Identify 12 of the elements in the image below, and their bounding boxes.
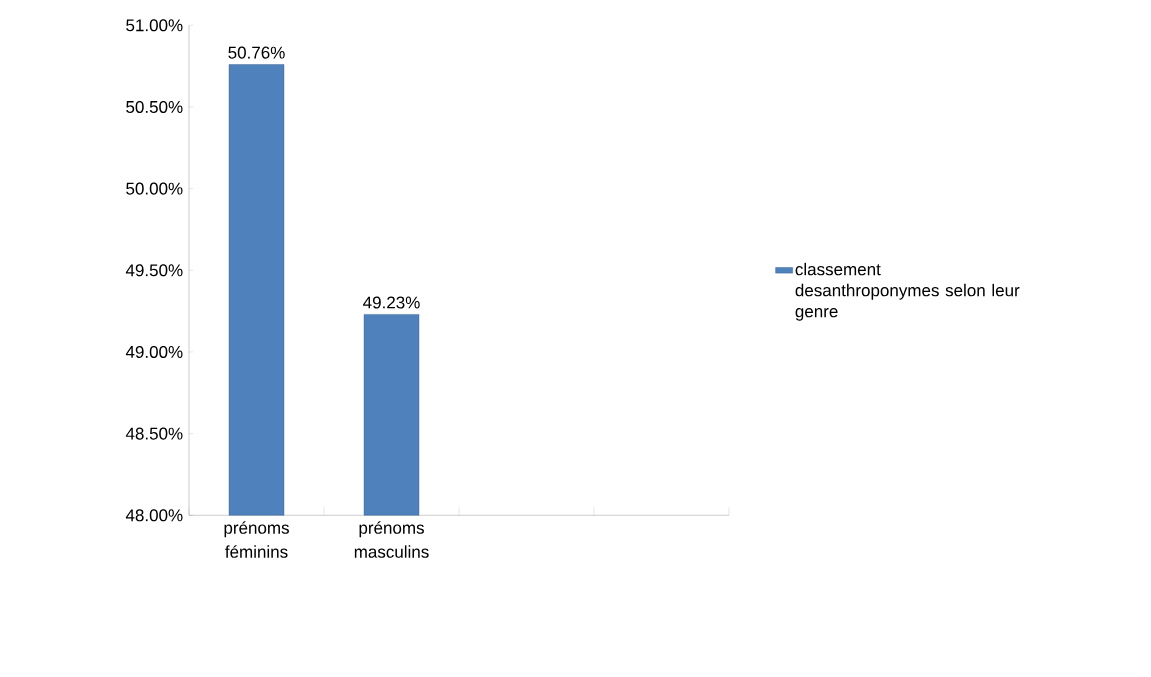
legend-label: classement desanthroponymes selon leur genre — [795, 262, 1020, 321]
y-tick-label: 48.50% — [125, 427, 183, 440]
x-tick-label: prénoms masculins — [354, 521, 429, 558]
y-tick-label: 50.50% — [126, 100, 183, 113]
data-label: 49.23% — [363, 296, 420, 309]
x-tick-label: prénoms féminins — [224, 521, 289, 558]
data-label: 50.76% — [228, 46, 285, 59]
y-tick-label: 51.00% — [126, 19, 183, 32]
y-tick-label: 49.00% — [125, 345, 183, 358]
y-tick-label: 49.50% — [125, 264, 183, 277]
y-tick-label: 48.00% — [125, 509, 183, 522]
y-tick-label: 50.00% — [126, 182, 183, 195]
